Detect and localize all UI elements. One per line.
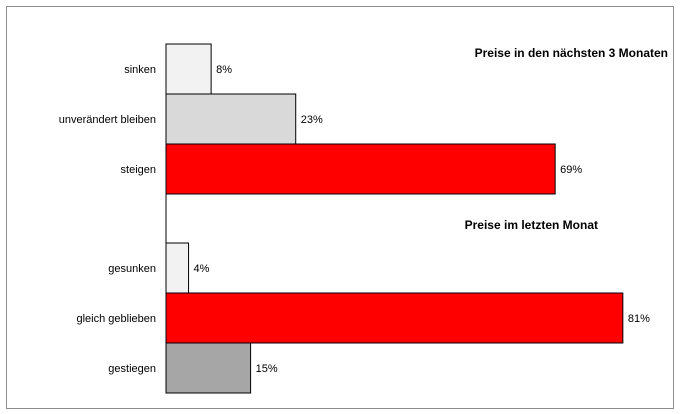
value-label-steigen: 69%: [560, 164, 582, 176]
labels-layer: Preise in den nächsten 3 Monaten sinken 8%…: [59, 46, 668, 375]
bar-unveraendert-bleiben: [165, 93, 297, 145]
value-label-gesunken: 4%: [194, 263, 210, 275]
category-label-steigen: steigen: [121, 164, 156, 176]
group-title-1: Preise in den nächsten 3 Monaten: [475, 46, 668, 60]
value-label-unveraendert-bleiben: 23%: [301, 114, 323, 126]
bars-layer: [165, 43, 624, 394]
category-label-sinken: sinken: [124, 64, 156, 76]
bar-steigen: [165, 143, 556, 195]
value-label-gestiegen: 15%: [256, 363, 278, 375]
category-label-gestiegen: gestiegen: [108, 363, 156, 375]
bar-sinken: [165, 43, 212, 95]
group-title-2: Preise im letzten Monat: [465, 218, 598, 232]
category-label-gesunken: gesunken: [108, 263, 156, 275]
value-label-gleich-geblieben: 81%: [628, 313, 650, 325]
bar-gestiegen: [165, 342, 252, 394]
category-label-gleich-geblieben: gleich geblieben: [76, 313, 156, 325]
bar-gleich-geblieben: [165, 292, 624, 344]
category-label-unveraendert-bleiben: unverändert bleiben: [59, 114, 156, 126]
value-label-sinken: 8%: [216, 64, 232, 76]
bar-gesunken: [165, 242, 190, 294]
